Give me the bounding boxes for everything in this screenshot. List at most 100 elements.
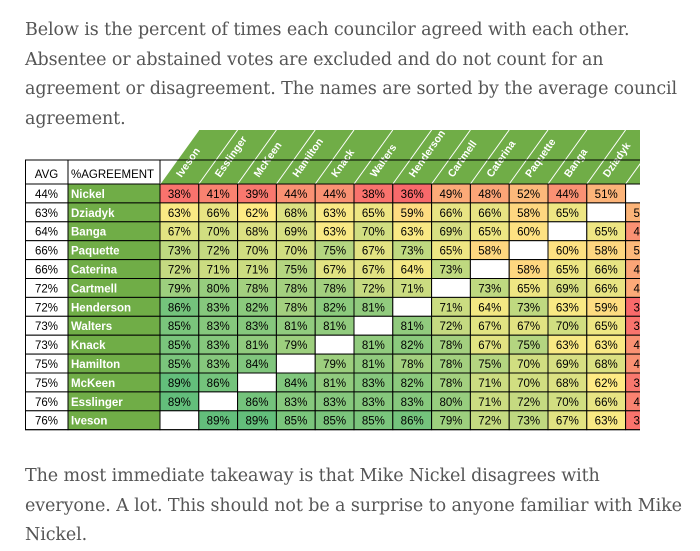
cell-value: 44%	[633, 227, 640, 239]
cell-value: 52%	[517, 189, 540, 201]
cell-value: 71%	[207, 265, 230, 277]
cell-value: 79%	[439, 416, 462, 428]
cell-value: 81%	[362, 302, 385, 314]
row-name-walters: Walters	[71, 321, 112, 333]
cell-value: 72%	[439, 321, 462, 333]
cell-value: 83%	[362, 378, 385, 390]
cell-value: 38%	[362, 189, 385, 201]
cell-value: 36%	[401, 189, 424, 201]
cell-value: 70%	[362, 227, 385, 239]
cell-value: 70%	[284, 246, 307, 258]
row-name-esslinger: Esslinger	[71, 397, 123, 409]
cell-value: 70%	[517, 359, 540, 371]
cell-value: 71%	[478, 397, 501, 409]
cell-value: 75%	[517, 340, 540, 352]
cell-value: 73%	[439, 265, 462, 277]
cell-value: 65%	[439, 246, 462, 258]
cell-value: 78%	[245, 283, 268, 295]
cell-value: 81%	[323, 378, 346, 390]
cell-value: 66%	[207, 208, 230, 220]
cell-value: 63%	[595, 416, 618, 428]
cell-value: 41%	[207, 189, 230, 201]
cell-value: 82%	[323, 302, 346, 314]
cell-value: 44%	[323, 189, 346, 201]
cell-value: 65%	[556, 265, 579, 277]
cell-value: 62%	[245, 208, 268, 220]
cell-value: 66%	[595, 397, 618, 409]
cell-value: 49%	[439, 189, 462, 201]
cell-value: 78%	[401, 359, 424, 371]
cell-value: 81%	[284, 321, 307, 333]
row-name-henderson: Henderson	[71, 302, 131, 314]
cell-value: 73%	[478, 283, 501, 295]
cell-value: 72%	[517, 397, 540, 409]
heatmap-cell	[238, 373, 277, 392]
heatmap-cell	[626, 184, 640, 203]
row-name-knack: Knack	[71, 340, 106, 352]
avg-value: 76%	[35, 416, 58, 428]
heatmap-cell	[276, 354, 315, 373]
cell-value: 51%	[633, 208, 640, 220]
cell-value: 86%	[207, 378, 230, 390]
cell-value: 63%	[168, 208, 191, 220]
avg-column-header: AVG	[35, 169, 58, 181]
cell-value: 73%	[517, 302, 540, 314]
cell-value: 70%	[556, 397, 579, 409]
cell-value: 78%	[439, 359, 462, 371]
cell-value: 79%	[323, 359, 346, 371]
cell-value: 68%	[245, 227, 268, 239]
cell-value: 63%	[556, 340, 579, 352]
cell-value: 44%	[633, 340, 640, 352]
cell-value: 41%	[633, 397, 640, 409]
cell-value: 86%	[168, 302, 191, 314]
cell-value: 79%	[284, 340, 307, 352]
heatmap-cell	[587, 203, 626, 222]
row-name-mckeen: McKeen	[71, 378, 115, 390]
row-name-banga: Banga	[71, 227, 107, 239]
heatmap-cell	[470, 260, 509, 279]
cell-value: 73%	[168, 246, 191, 258]
cell-value: 63%	[401, 227, 424, 239]
cell-value: 85%	[168, 359, 191, 371]
avg-value: 72%	[35, 283, 58, 295]
row-name-hamilton: Hamilton	[71, 359, 120, 371]
cell-value: 67%	[362, 246, 385, 258]
cell-value: 72%	[207, 246, 230, 258]
heatmap-cell	[393, 297, 432, 316]
row-name-dziadyk: Dziadyk	[71, 208, 115, 220]
agreement-column-header: %AGREEMENT	[71, 169, 154, 181]
cell-value: 65%	[556, 208, 579, 220]
cell-value: 68%	[284, 208, 307, 220]
avg-value: 64%	[35, 227, 58, 239]
cell-value: 69%	[284, 227, 307, 239]
cell-value: 63%	[323, 227, 346, 239]
cell-value: 64%	[478, 302, 501, 314]
cell-value: 67%	[478, 340, 501, 352]
cell-value: 38%	[633, 321, 640, 333]
cell-value: 71%	[439, 302, 462, 314]
cell-value: 59%	[401, 208, 424, 220]
cell-value: 78%	[439, 340, 462, 352]
cell-value: 89%	[245, 416, 268, 428]
avg-value: 63%	[35, 208, 58, 220]
cell-value: 66%	[595, 283, 618, 295]
cell-value: 66%	[439, 208, 462, 220]
cell-value: 39%	[245, 189, 268, 201]
cell-value: 72%	[362, 283, 385, 295]
cell-value: 83%	[284, 397, 307, 409]
cell-value: 58%	[478, 246, 501, 258]
heatmap-cell	[354, 316, 393, 335]
cell-value: 85%	[168, 340, 191, 352]
cell-value: 83%	[245, 321, 268, 333]
avg-value: 73%	[35, 340, 58, 352]
cell-value: 60%	[556, 246, 579, 258]
cell-value: 75%	[284, 265, 307, 277]
cell-value: 80%	[439, 397, 462, 409]
avg-value: 76%	[35, 397, 58, 409]
row-name-caterina: Caterina	[71, 265, 118, 277]
cell-value: 65%	[595, 227, 618, 239]
cell-value: 85%	[168, 321, 191, 333]
cell-value: 69%	[439, 227, 462, 239]
cell-value: 58%	[517, 208, 540, 220]
row-name-cartmell: Cartmell	[71, 283, 117, 295]
